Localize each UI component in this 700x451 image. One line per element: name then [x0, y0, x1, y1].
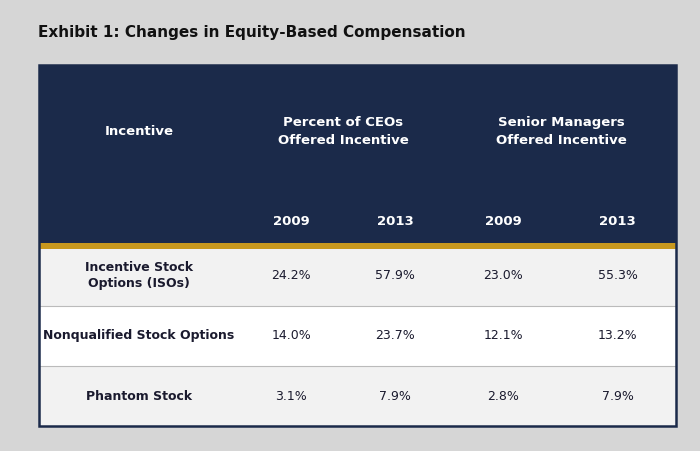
Text: 24.2%: 24.2% — [272, 269, 311, 282]
Text: 2.8%: 2.8% — [487, 390, 519, 403]
Text: Phantom Stock: Phantom Stock — [86, 390, 192, 403]
Text: 7.9%: 7.9% — [379, 390, 411, 403]
Text: Incentive: Incentive — [104, 125, 174, 138]
Text: Nonqualified Stock Options: Nonqualified Stock Options — [43, 330, 235, 342]
Text: Percent of CEOs
Offered Incentive: Percent of CEOs Offered Incentive — [278, 116, 408, 147]
Text: Senior Managers
Offered Incentive: Senior Managers Offered Incentive — [496, 116, 626, 147]
Text: 23.7%: 23.7% — [375, 330, 415, 342]
Text: 57.9%: 57.9% — [375, 269, 415, 282]
Text: 55.3%: 55.3% — [598, 269, 638, 282]
Text: Exhibit 1: Changes in Equity-Based Compensation: Exhibit 1: Changes in Equity-Based Compe… — [38, 25, 466, 40]
Text: 2013: 2013 — [599, 215, 636, 228]
Text: Incentive Stock
Options (ISOs): Incentive Stock Options (ISOs) — [85, 262, 193, 290]
Text: 2013: 2013 — [377, 215, 413, 228]
Text: 2009: 2009 — [273, 215, 309, 228]
Text: 12.1%: 12.1% — [484, 330, 523, 342]
Text: 14.0%: 14.0% — [271, 330, 311, 342]
Text: 23.0%: 23.0% — [483, 269, 523, 282]
Text: 7.9%: 7.9% — [601, 390, 634, 403]
Text: 2009: 2009 — [485, 215, 522, 228]
Text: 13.2%: 13.2% — [598, 330, 637, 342]
Text: 3.1%: 3.1% — [275, 390, 307, 403]
